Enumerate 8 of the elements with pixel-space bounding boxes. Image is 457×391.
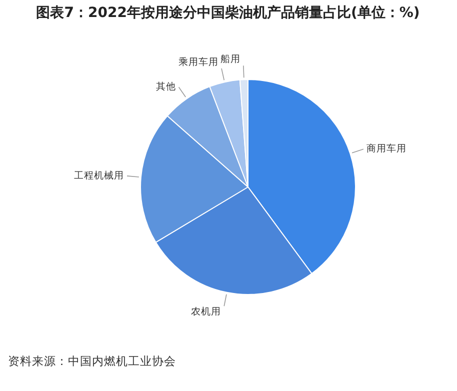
slice-label: 农机用 (191, 306, 222, 318)
text: 资料来源：中国内燃机工业协会 (8, 354, 176, 369)
slice-label: 船用 (220, 54, 240, 66)
slice-label: 工程机械用 (74, 169, 124, 182)
slice-label: 其他 (156, 80, 176, 93)
slice-label: 乘用车用 (178, 56, 218, 68)
slice-label: 商用车用 (366, 142, 406, 155)
chart-title: 图表7：2022年按用途分中国柴油机产品销量占比(单位：%) (35, 4, 421, 23)
